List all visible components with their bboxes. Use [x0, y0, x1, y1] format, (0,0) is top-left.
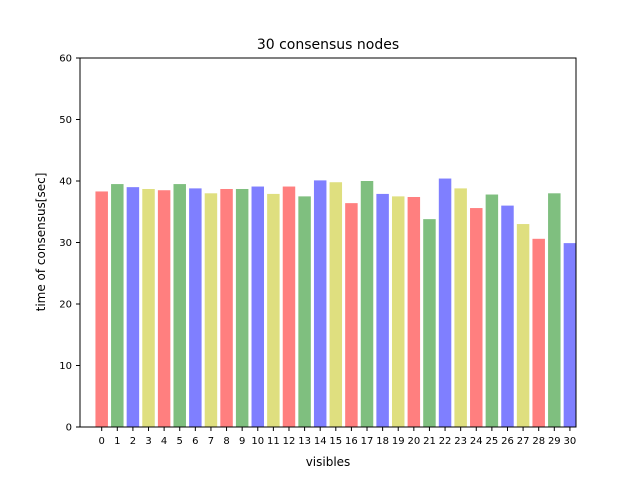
x-tick-label: 7 — [208, 436, 214, 447]
bar-21 — [423, 219, 436, 427]
chart-title: 30 consensus nodes — [257, 37, 399, 53]
bar-29 — [548, 193, 561, 427]
x-tick-label: 4 — [161, 436, 167, 447]
bar-18 — [376, 193, 389, 427]
x-tick-label: 21 — [423, 436, 436, 447]
bar-17 — [360, 181, 374, 427]
bars-group — [95, 178, 577, 427]
bar-9 — [235, 188, 249, 427]
bar-20 — [407, 196, 421, 427]
y-tick-label: 0 — [66, 423, 72, 434]
x-tick-label: 30 — [564, 436, 577, 447]
y-axis: 0 10 20 30 40 50 60 — [59, 54, 80, 434]
bar-28 — [532, 238, 545, 427]
bar-13 — [298, 196, 311, 427]
bar-0 — [95, 191, 108, 427]
bar-11 — [267, 193, 280, 427]
x-tick-label: 24 — [470, 436, 483, 447]
x-tick-label: 29 — [548, 436, 561, 447]
x-tick-label: 18 — [376, 436, 389, 447]
x-tick-label: 17 — [361, 436, 374, 447]
x-tick-label: 26 — [501, 436, 514, 447]
x-tick-label: 6 — [192, 436, 198, 447]
x-axis: 0 1 2 3 4 5 6 7 8 9 10 11 12 13 14 15 16 17 18 19 20 21 22 23 24… — [99, 427, 577, 447]
y-tick-label: 20 — [59, 300, 72, 311]
bar-5 — [173, 184, 186, 427]
y-tick-label: 50 — [59, 115, 72, 126]
x-tick-label: 0 — [99, 436, 105, 447]
x-tick-label: 10 — [251, 436, 264, 447]
x-tick-label: 23 — [454, 436, 467, 447]
bar-2 — [126, 187, 140, 427]
x-tick-label: 8 — [223, 436, 229, 447]
x-tick-label: 22 — [439, 436, 452, 447]
x-tick-label: 28 — [532, 436, 545, 447]
x-tick-label: 9 — [239, 436, 245, 447]
bar-25 — [485, 194, 499, 427]
bar-12 — [282, 186, 296, 427]
x-tick-label: 11 — [267, 436, 280, 447]
y-tick-label: 60 — [59, 54, 72, 65]
bar-7 — [204, 193, 218, 427]
x-tick-label: 16 — [345, 436, 358, 447]
bar-15 — [329, 182, 343, 427]
bar-10 — [251, 186, 265, 427]
x-tick-label: 5 — [177, 436, 183, 447]
x-tick-label: 13 — [298, 436, 311, 447]
bar-23 — [454, 188, 467, 427]
bar-22 — [438, 178, 452, 427]
y-tick-label: 40 — [59, 177, 72, 188]
x-tick-label: 15 — [329, 436, 342, 447]
x-tick-label: 3 — [145, 436, 151, 447]
bar-24 — [470, 208, 483, 427]
y-tick-label: 30 — [59, 238, 72, 249]
x-tick-label: 2 — [130, 436, 136, 447]
x-axis-label: visibles — [306, 455, 351, 469]
bar-3 — [142, 188, 155, 427]
bar-14 — [313, 180, 327, 427]
x-tick-label: 25 — [486, 436, 499, 447]
y-axis-label: time of consensus[sec] — [34, 173, 48, 312]
x-tick-label: 14 — [314, 436, 327, 447]
bar-6 — [189, 188, 202, 427]
bar-8 — [220, 188, 233, 427]
bar-26 — [501, 205, 514, 427]
x-tick-label: 12 — [283, 436, 296, 447]
bar-1 — [111, 184, 124, 427]
x-tick-label: 27 — [517, 436, 530, 447]
x-tick-label: 20 — [407, 436, 420, 447]
bar-4 — [157, 190, 171, 427]
y-tick-label: 10 — [59, 361, 72, 372]
x-tick-label: 1 — [114, 436, 120, 447]
x-tick-label: 19 — [392, 436, 405, 447]
bar-16 — [345, 203, 358, 427]
bar-30 — [563, 243, 577, 427]
bar-27 — [516, 224, 530, 427]
bar-19 — [391, 196, 405, 427]
